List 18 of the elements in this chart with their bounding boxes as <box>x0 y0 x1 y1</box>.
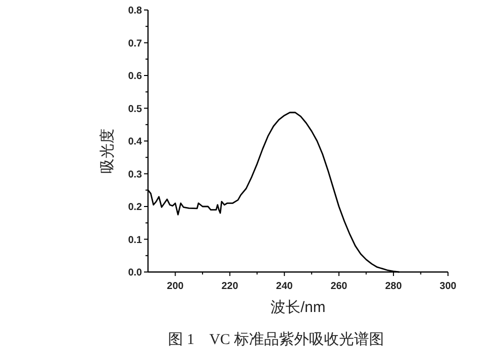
y-tick-label: 0.6 <box>128 71 142 82</box>
y-tick-label: 0.2 <box>128 202 142 213</box>
y-tick-label: 0.8 <box>128 6 142 16</box>
x-axis-title: 波长/nm <box>270 299 326 316</box>
y-tick-label: 0.5 <box>128 104 142 115</box>
y-tick-label: 0.3 <box>128 169 142 180</box>
y-tick-label: 0.7 <box>128 38 142 50</box>
caption: 图 1 VC 标准品紫外吸收光谱图 <box>168 331 384 348</box>
x-tick-label: 300 <box>440 281 457 292</box>
x-tick-label: 280 <box>385 281 402 292</box>
y-tick-label: 0.0 <box>128 268 142 278</box>
x-tick-label: 200 <box>166 281 184 292</box>
y-tick-label: 0.1 <box>128 234 142 246</box>
y-axis-title: 吸光度 <box>99 128 116 174</box>
y-tick-label: 0.4 <box>128 136 142 148</box>
x-tick-label: 220 <box>221 281 239 292</box>
x-tick-label: 260 <box>330 281 348 292</box>
x-tick-label: 240 <box>276 281 294 292</box>
